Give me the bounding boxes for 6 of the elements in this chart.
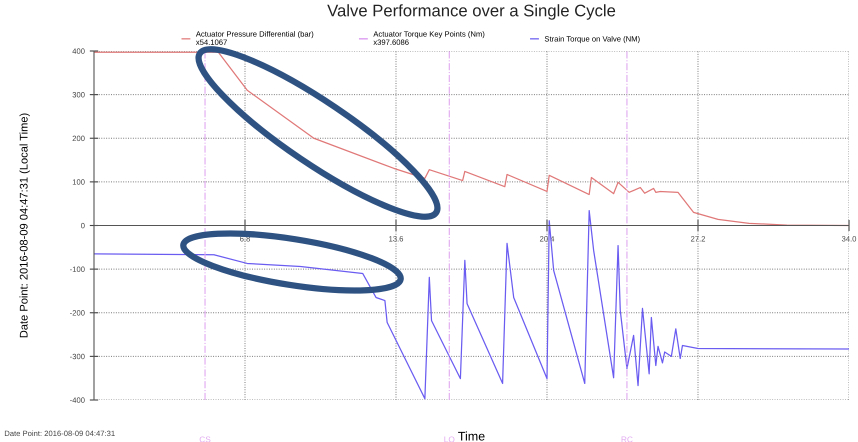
x-axis-title: Time xyxy=(458,431,485,441)
ref-line-label: CS xyxy=(200,436,210,442)
chart-title: Valve Performance over a Single Cycle xyxy=(327,4,616,20)
ref-line-label: RC xyxy=(622,436,633,442)
y-axis-title: Date Point: 2016-08-09 04:47:31 (Local Time) xyxy=(19,113,30,338)
ref-line-label: LO xyxy=(444,436,454,442)
